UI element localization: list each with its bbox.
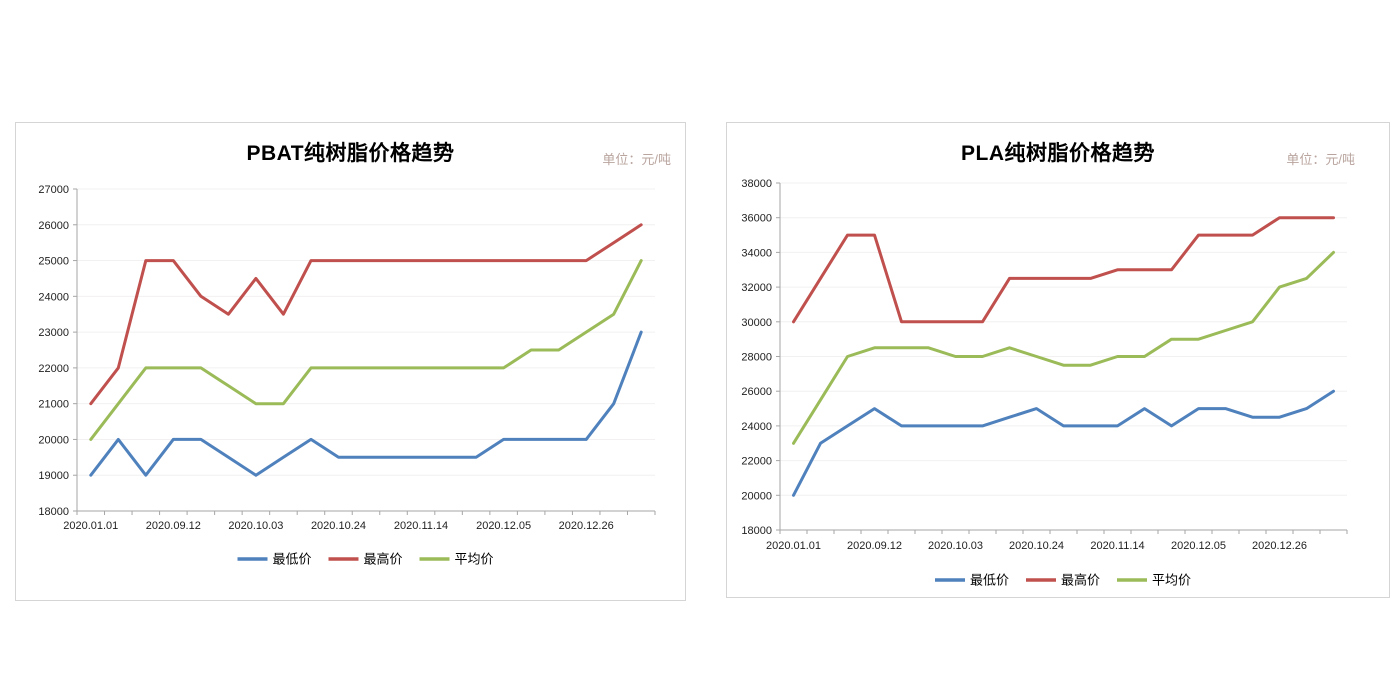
x-axis-label: 2020.12.05	[476, 520, 531, 532]
avg-price-legend-label: 平均价	[1152, 573, 1191, 588]
x-axis-label: 2020.11.14	[1090, 540, 1144, 552]
legend-item-max-price: 最高价	[1026, 573, 1100, 588]
pbat-chart-card: PBAT纯树脂价格趋势 单位：元/吨 18000 19000 20000 21000 2…	[15, 122, 686, 601]
y-axis-label: 26000	[741, 386, 772, 398]
x-axis-label: 2020.09.12	[847, 540, 902, 552]
max-price-legend-label: 最高价	[364, 552, 403, 567]
x-axis-label: 2020.09.12	[146, 520, 201, 532]
y-axis-label: 22000	[741, 456, 772, 468]
y-axis-label: 26000	[38, 220, 69, 232]
legend-item-min-price: 最低价	[237, 552, 312, 567]
avg-price-line	[792, 250, 1335, 445]
x-axis-label: 2020.12.26	[1252, 540, 1307, 552]
pbat-chart-title: PBAT纯树脂价格趋势	[246, 142, 455, 165]
y-axis-label: 22000	[38, 363, 69, 375]
pbat-plot: 18000 19000 20000 21000 22000 23000 24000 25000…	[38, 184, 656, 567]
y-axis-label: 36000	[741, 213, 772, 225]
pla-chart-title: PLA纯树脂价格趋势	[961, 142, 1155, 165]
y-axis-label: 24000	[38, 291, 69, 303]
avg-price-legend-label: 平均价	[455, 552, 494, 567]
x-axis-label: 2020.01.01	[63, 520, 118, 532]
y-axis-label: 27000	[38, 184, 69, 196]
x-axis-label: 2020.10.03	[228, 520, 283, 532]
x-axis-label: 2020.11.14	[394, 520, 448, 532]
min-price-legend-label: 最低价	[273, 552, 312, 567]
y-axis-label: 21000	[38, 399, 69, 411]
x-axis-label: 2020.01.01	[766, 540, 821, 552]
x-axis-label: 2020.12.26	[559, 520, 614, 532]
pla-chart-card: PLA纯树脂价格趋势 单位：元/吨 18000 20000 22000 24000 26…	[726, 122, 1390, 598]
max-price-legend-label: 最高价	[1061, 573, 1100, 588]
x-axis-label: 2020.10.24	[311, 520, 366, 532]
y-axis-label: 20000	[741, 490, 772, 502]
y-axis-label: 18000	[741, 525, 772, 537]
pbat-unit-label: 单位：元/吨	[602, 152, 671, 167]
legend-item-avg-price: 平均价	[419, 552, 494, 567]
y-axis-label: 23000	[38, 327, 69, 339]
y-axis-label: 24000	[741, 421, 772, 433]
y-axis-label: 34000	[741, 247, 772, 259]
avg-price-line	[89, 259, 643, 441]
y-axis-label: 28000	[741, 352, 772, 364]
pla-plot: 18000 20000 22000 24000 26000 28000 30000 32000…	[741, 178, 1348, 588]
x-axis-label: 2020.12.05	[1171, 540, 1226, 552]
max-price-line	[89, 223, 643, 406]
y-axis-label: 30000	[741, 317, 772, 329]
y-axis-label: 18000	[38, 506, 69, 518]
min-price-legend-label: 最低价	[970, 573, 1009, 588]
y-axis-label: 25000	[38, 256, 69, 268]
legend-item-max-price: 最高价	[328, 552, 403, 567]
x-axis-label: 2020.10.03	[928, 540, 983, 552]
pla-unit-label: 单位：元/吨	[1286, 152, 1355, 167]
min-price-line	[792, 389, 1335, 497]
y-axis-label: 32000	[741, 282, 772, 294]
x-axis-label: 2020.10.24	[1009, 540, 1064, 552]
max-price-line	[792, 216, 1335, 324]
legend-item-min-price: 最低价	[935, 573, 1009, 588]
min-price-line	[89, 330, 643, 477]
y-axis-label: 38000	[741, 178, 772, 190]
legend-item-avg-price: 平均价	[1117, 573, 1191, 588]
y-axis-label: 19000	[38, 470, 69, 482]
y-axis-label: 20000	[38, 434, 69, 446]
